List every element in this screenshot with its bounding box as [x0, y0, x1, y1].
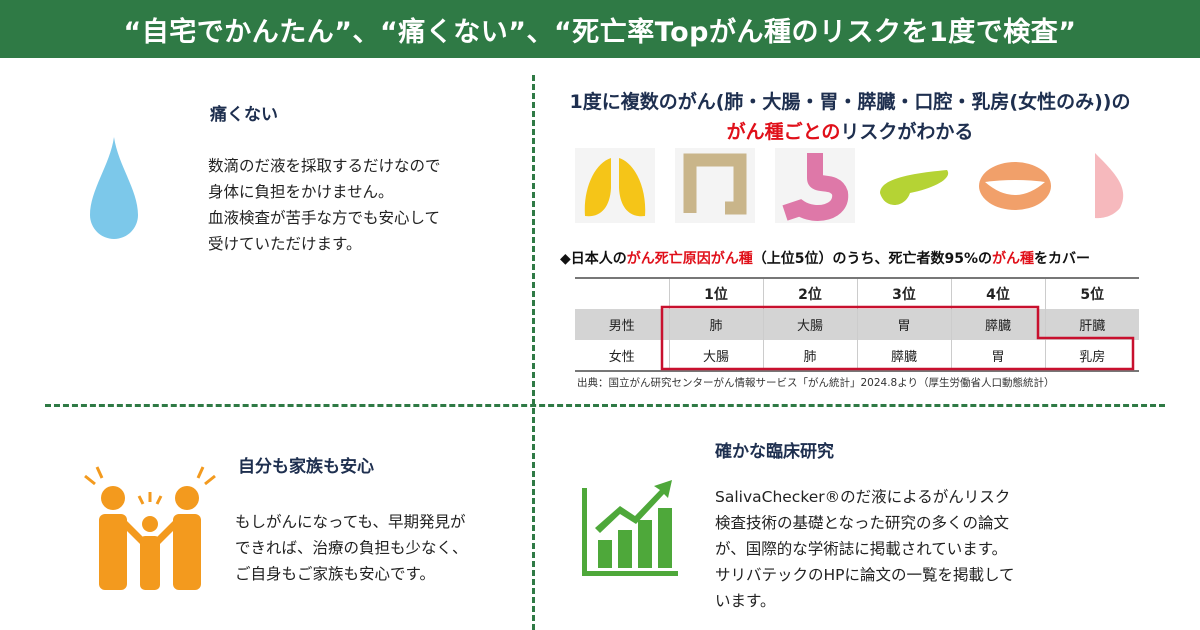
source-note: 出典：国立がん研究センターがん情報サービス「がん統計」2024.8より（厚生労働…	[577, 377, 1055, 389]
page-header: “自宅でかんたん”、“痛くない”、“死亡率Topがん種のリスクを1度で検査”	[0, 0, 1200, 58]
painless-text: 数滴のだ液を採取するだけなので 身体に負担をかけません。 血液検査が苦手な方でも安心…	[208, 157, 441, 253]
coverage-note: ◆日本人のがん死亡原因がん種（上位5位）のうち、死亡者数95%のがん種をカバー	[560, 251, 1091, 267]
horizontal-divider	[45, 404, 1165, 407]
growth-chart-icon	[582, 480, 678, 576]
research-text: SalivaChecker®のだ液によるがんリスク 検査技術の基礎となった研究の多…	[715, 488, 1015, 610]
colon-icon	[675, 148, 755, 223]
table-header-row: 1位 2位 3位 4位 5位	[575, 277, 1139, 309]
research-title: 確かな臨床研究	[715, 442, 834, 462]
painless-title: 痛くない	[210, 105, 278, 125]
multi-cancer-title: 1度に複数のがん(肺・大腸・胃・膵臓・口腔・乳房(女性のみ))の がん種ごとのリ…	[569, 91, 1131, 143]
table-row: 女性 大腸肺膵臓胃乳房	[575, 340, 1139, 372]
organ-icons	[575, 148, 1135, 223]
breast-icon	[1095, 153, 1124, 219]
stomach-icon	[775, 148, 855, 223]
pancreas-icon	[875, 148, 955, 223]
family-text: もしがんになっても、早期発見が できれば、治療の負担も少なく、 ご自身もご家族も安心…	[235, 513, 468, 583]
family-title: 自分も家族も安心	[238, 457, 374, 477]
highlight-outline	[660, 305, 1135, 371]
cancer-ranking-table: 1位 2位 3位 4位 5位 男性肺大腸胃膵臓 肝臓 女性 大腸肺膵臓胃乳房	[575, 277, 1139, 372]
vertical-divider	[532, 75, 535, 630]
lung-icon	[575, 148, 655, 223]
mouth-icon	[975, 148, 1055, 223]
family-icon	[84, 466, 216, 590]
table-row: 男性肺大腸胃膵臓 肝臓	[575, 309, 1139, 340]
water-drop-icon	[90, 137, 138, 239]
